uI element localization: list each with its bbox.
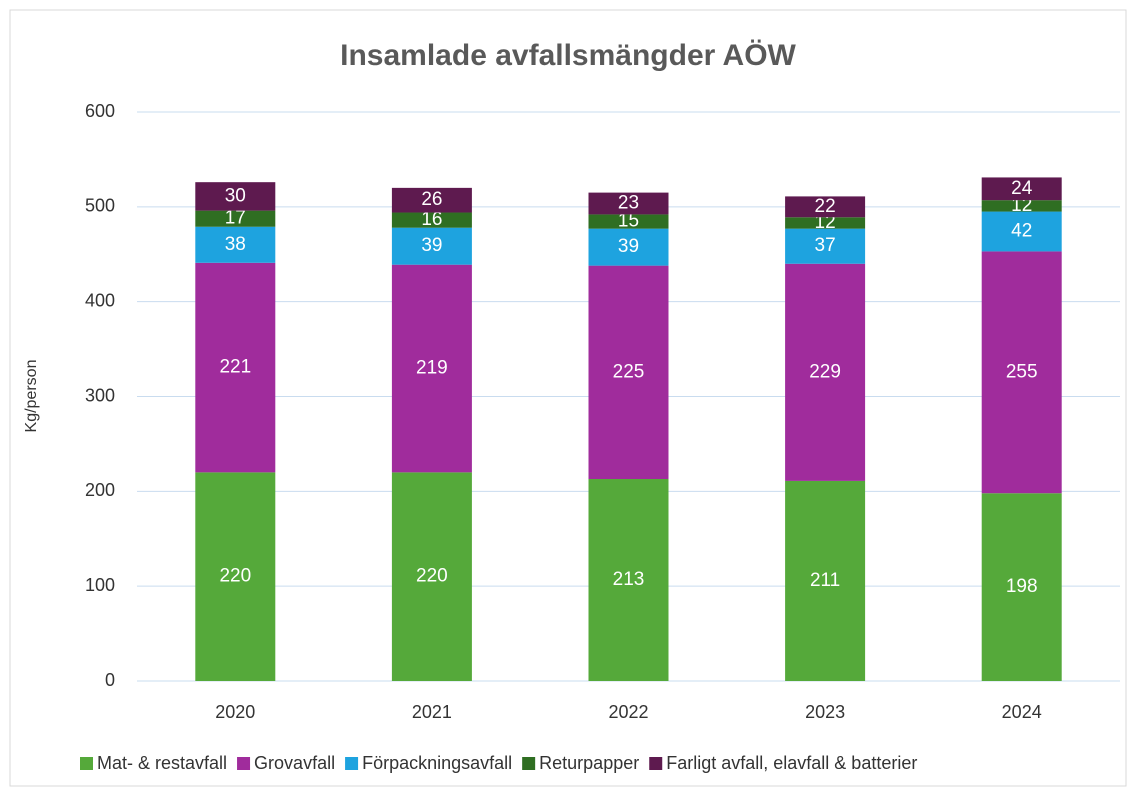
data-label: 220 — [219, 566, 251, 587]
bar-segment — [391, 472, 472, 681]
data-label: 30 — [225, 185, 246, 206]
legend-swatch — [345, 757, 359, 770]
data-label: 39 — [618, 236, 639, 257]
bar-segment — [195, 210, 276, 227]
bar-segment — [981, 200, 1062, 212]
data-label: 219 — [416, 358, 448, 379]
y-axis-label: Kg/person — [23, 360, 40, 433]
data-label: 39 — [421, 235, 442, 256]
y-tick-label: 200 — [85, 480, 115, 500]
bar-segment — [195, 226, 276, 263]
x-tick-label: 2021 — [412, 702, 452, 722]
y-tick-label: 600 — [85, 101, 115, 121]
bar-segment — [391, 227, 472, 265]
bar-segment — [588, 228, 669, 266]
data-label: 211 — [810, 570, 840, 591]
legend-label: Grovavfall — [254, 753, 335, 773]
bar-segment — [981, 493, 1062, 681]
data-label: 220 — [416, 566, 448, 587]
y-tick-label: 100 — [85, 575, 115, 595]
data-label: 17 — [225, 208, 246, 229]
bar-segment — [981, 251, 1062, 494]
bar-segment — [588, 214, 669, 229]
bar-segment — [785, 196, 866, 218]
x-tick-label: 2022 — [608, 702, 648, 722]
data-label: 198 — [1006, 576, 1038, 597]
data-label: 225 — [613, 361, 645, 382]
bar-segment — [785, 217, 866, 229]
bar-segment — [195, 472, 276, 681]
bar-segment — [785, 263, 866, 481]
y-tick-label: 0 — [105, 670, 115, 690]
bar-segment — [588, 479, 669, 681]
x-tick-label: 2023 — [805, 702, 845, 722]
bar-segment — [588, 265, 669, 480]
x-tick-label: 2020 — [215, 702, 255, 722]
data-label: 15 — [618, 211, 639, 232]
data-label: 221 — [219, 357, 251, 378]
y-tick-label: 300 — [85, 385, 115, 405]
legend-swatch — [649, 757, 663, 770]
bar-segment — [391, 264, 472, 473]
x-tick-label: 2024 — [1002, 702, 1042, 722]
legend-label: Returpapper — [539, 753, 639, 773]
bar-segment — [588, 192, 669, 215]
legend-swatch — [237, 757, 251, 770]
data-label: 16 — [421, 209, 442, 230]
legend-swatch — [522, 757, 536, 770]
data-label: 24 — [1011, 178, 1033, 199]
y-tick-label: 400 — [85, 290, 115, 310]
data-label: 42 — [1011, 221, 1032, 242]
data-label: 26 — [421, 189, 442, 210]
legend-label: Mat- & restavfall — [97, 753, 227, 773]
bar-segment — [785, 480, 866, 681]
data-label: 22 — [815, 196, 836, 217]
data-label: 23 — [618, 193, 639, 214]
bar-segment — [981, 177, 1062, 201]
chart-border — [9, 9, 1127, 787]
bar-segment — [195, 262, 276, 473]
data-label: 213 — [613, 569, 645, 590]
legend-swatch — [80, 757, 93, 770]
legend-label: Farligt avfall, elavfall & batterier — [666, 753, 917, 773]
data-label: 37 — [815, 235, 836, 256]
bar-segment — [391, 187, 472, 213]
legend-label: Förpackningsavfall — [362, 753, 512, 773]
chart-title: Insamlade avfallsmängder AÖW — [340, 39, 796, 72]
bar-segment — [981, 211, 1062, 252]
bar-segment — [195, 182, 276, 211]
data-label: 255 — [1006, 361, 1038, 382]
y-tick-label: 500 — [85, 196, 115, 216]
data-label: 229 — [809, 361, 841, 382]
data-label: 38 — [225, 234, 246, 255]
bar-segment — [785, 228, 866, 264]
bar-segment — [391, 212, 472, 228]
